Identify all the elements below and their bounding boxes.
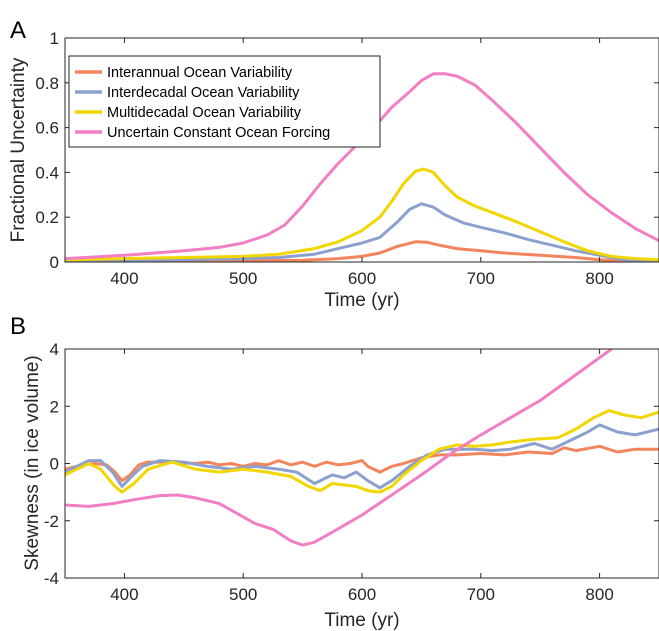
panel-b-x-tick-label: 600 <box>348 585 376 604</box>
legend-label-constant: Uncertain Constant Ocean Forcing <box>107 125 330 141</box>
panel-b-x-tick-label: 800 <box>585 585 613 604</box>
panel-b-y-tick-label: 0 <box>50 455 59 474</box>
panel-b-y-label: Skewness (in ice volume) <box>22 355 43 570</box>
panel-a-series-constant <box>65 72 659 261</box>
panel-b-series-interdecadal <box>65 423 659 490</box>
panel-a-series-group <box>65 72 659 262</box>
panel-b: 400 500 600 700 800 -4 -2 0 2 4 Time (yr) Skewnes… <box>22 340 659 631</box>
panel-a-series-multidecadal <box>65 167 659 262</box>
panel-a-x-tick-label: 500 <box>229 269 257 288</box>
panel-a-y-tick-label: 0.4 <box>35 163 59 182</box>
panel-b-x-tick-label: 500 <box>229 585 257 604</box>
panel-b-letter: B <box>10 313 26 340</box>
panel-a-x-tick-label: 800 <box>585 269 613 288</box>
panel-a-x-tick-label: 700 <box>467 269 495 288</box>
panel-a-y-tick-label: 1 <box>50 29 59 48</box>
panel-b-x-label: Time (yr) <box>324 610 399 631</box>
legend: Interannual Ocean Variability Interdecad… <box>68 55 381 148</box>
panel-a-series-interannual <box>65 240 659 262</box>
panel-a-series-interdecadal <box>65 202 659 262</box>
panel-a-ticks: 400 500 600 700 800 0 0.2 0.4 0.6 0.8 1 <box>35 29 659 288</box>
panel-b-series-interannual <box>65 444 659 483</box>
panel-b-series-constant <box>65 349 613 547</box>
panel-b-series-multidecadal <box>65 409 659 494</box>
legend-label-interannual: Interannual Ocean Variability <box>107 65 293 81</box>
legend-label-multidecadal: Multidecadal Ocean Variability <box>107 105 302 121</box>
legend-label-interdecadal: Interdecadal Ocean Variability <box>107 85 300 101</box>
panel-b-y-tick-label: -4 <box>44 569 59 588</box>
panel-a-y-tick-label: 0.8 <box>35 74 59 93</box>
panel-a-y-tick-label: 0 <box>50 253 59 272</box>
panel-b-y-tick-label: 2 <box>50 397 59 416</box>
panel-a-x-label: Time (yr) <box>324 290 399 311</box>
panel-b-ticks: 400 500 600 700 800 -4 -2 0 2 4 <box>44 340 659 604</box>
panel-b-x-tick-label: 400 <box>110 585 138 604</box>
panel-a-y-tick-label: 0.6 <box>35 119 59 138</box>
panel-b-y-tick-label: -2 <box>44 512 59 531</box>
panel-a-x-tick-label: 600 <box>348 269 376 288</box>
panel-a-y-label: Fractional Uncertainty <box>8 57 29 242</box>
legend-box <box>68 55 381 148</box>
panel-b-series-group <box>65 349 659 547</box>
panel-a-letter: A <box>10 17 26 44</box>
panel-a-x-tick-label: 400 <box>110 269 138 288</box>
panel-a-y-tick-label: 0.2 <box>35 208 59 227</box>
panel-b-x-tick-label: 700 <box>467 585 495 604</box>
panel-b-y-tick-label: 4 <box>50 340 59 359</box>
